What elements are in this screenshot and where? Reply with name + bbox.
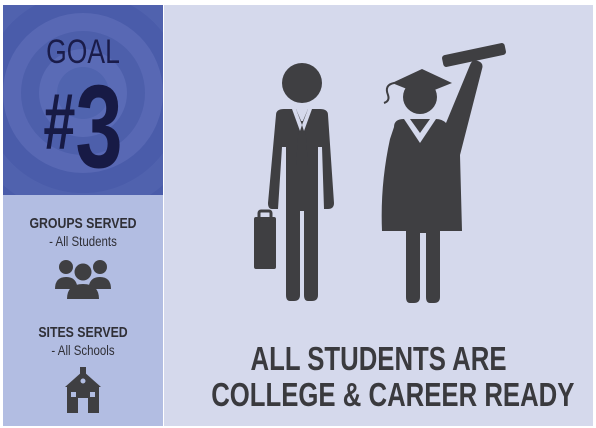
- sites-served-title: SITES SERVED: [38, 324, 128, 341]
- goal-number: #3: [25, 63, 140, 186]
- groups-served-title: GROUPS SERVED: [29, 215, 137, 232]
- headline-line-1: ALL STUDENTS ARE: [250, 340, 507, 377]
- businessman-and-graduate-icon: [254, 43, 506, 303]
- goal-hash: #: [43, 77, 76, 166]
- headline-line-2: COLLEGE & CAREER READY: [211, 376, 575, 413]
- main-panel: ALL STUDENTS ARE COLLEGE & CAREER READY: [164, 5, 593, 426]
- goal-number-value: 3: [75, 61, 123, 193]
- group-of-people-icon: [55, 260, 111, 299]
- served-info-panel: GROUPS SERVED - All Students SITES SERVE…: [3, 195, 163, 426]
- goal-badge: GOAL #3: [3, 5, 163, 195]
- groups-served-value: - All Students: [49, 233, 117, 249]
- goal-label: GOAL: [46, 33, 120, 71]
- concentric-rings-decoration: [3, 5, 163, 195]
- schoolhouse-icon: [65, 367, 101, 413]
- sites-served-value: - All Schools: [51, 342, 115, 358]
